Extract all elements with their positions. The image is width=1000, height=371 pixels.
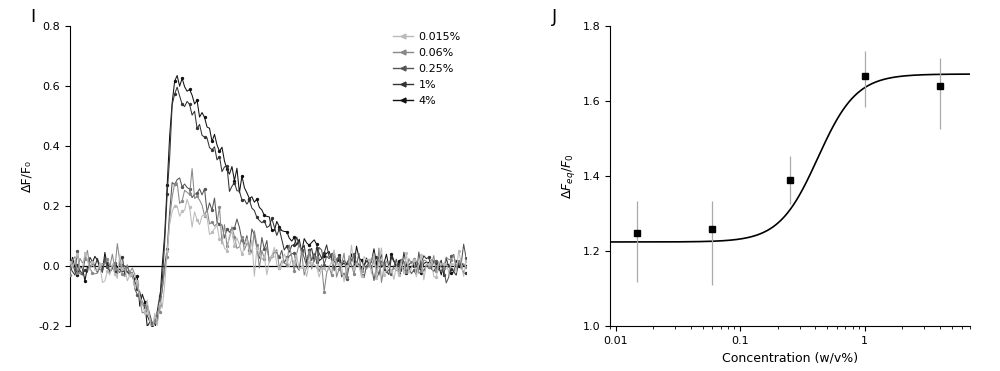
Legend: 0.015%, 0.06%, 0.25%, 1%, 4%: 0.015%, 0.06%, 0.25%, 1%, 4%: [388, 27, 465, 111]
Y-axis label: ΔF/F₀: ΔF/F₀: [20, 160, 33, 192]
Text: I: I: [30, 8, 36, 26]
Y-axis label: $\Delta F_{eq}/F_0$: $\Delta F_{eq}/F_0$: [560, 154, 577, 199]
Text: J: J: [552, 8, 557, 26]
X-axis label: Concentration (w/v%): Concentration (w/v%): [722, 352, 858, 365]
